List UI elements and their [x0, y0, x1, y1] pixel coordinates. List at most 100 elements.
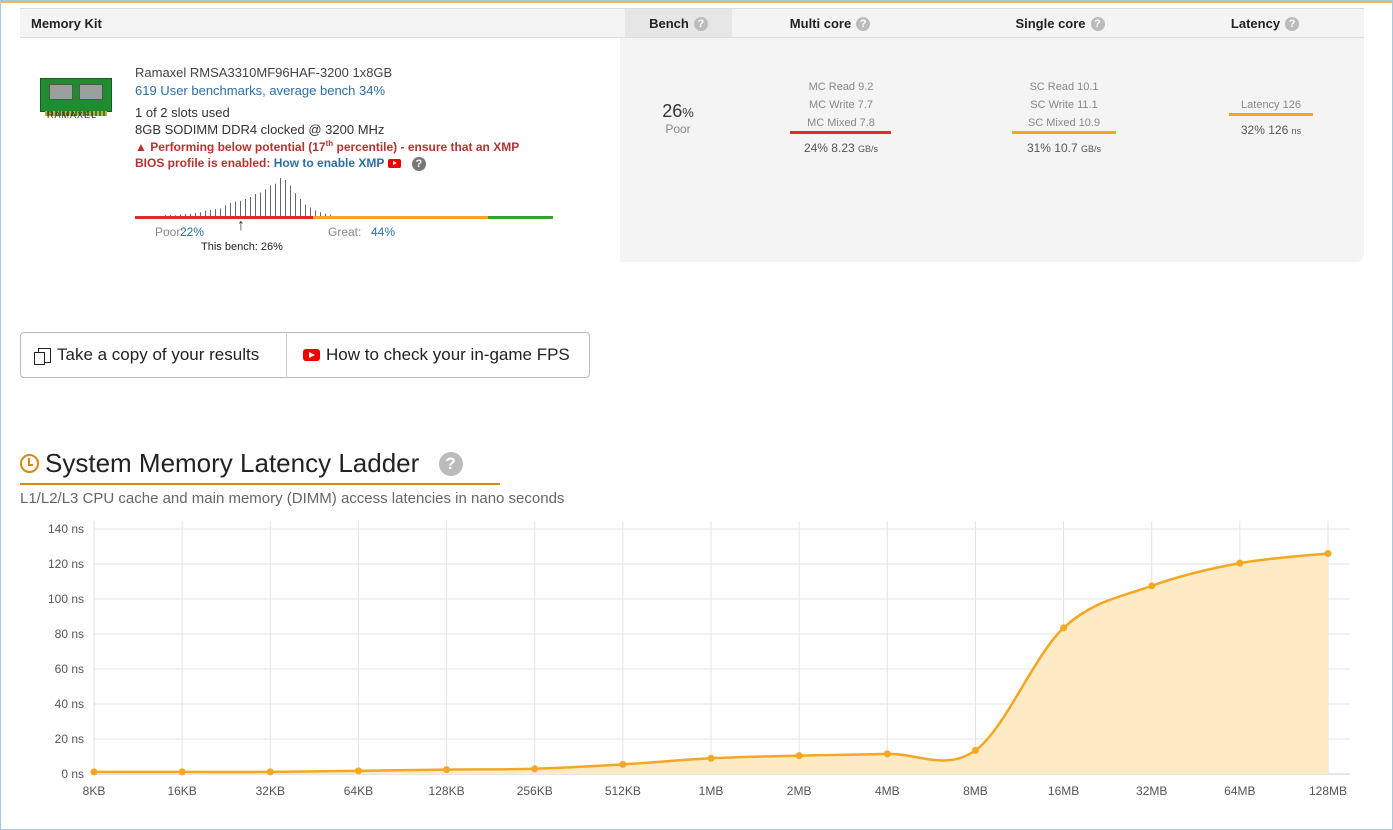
single-core-summary-unit: GB/s: [1081, 144, 1102, 154]
warning-text-b: percentile) - ensure that an XMP: [333, 140, 520, 154]
y-tick-label: 120 ns: [48, 557, 84, 571]
help-icon[interactable]: ?: [411, 157, 426, 171]
x-tick-label: 512KB: [605, 784, 641, 798]
latency-area-fill: [94, 553, 1328, 774]
copy-results-button[interactable]: Take a copy of your results: [20, 332, 288, 378]
data-point[interactable]: [1060, 624, 1068, 632]
x-tick-label: 32MB: [1136, 784, 1167, 798]
bench-score-value: 26: [662, 101, 683, 121]
latency-series-line: [94, 552, 1329, 774]
latency-summary: 32% 126 ns: [1206, 123, 1336, 137]
multi-core-summary-unit: GB/s: [858, 144, 879, 154]
latency-ladder-chart: 0 ns 20 ns 40 ns 60 ns 80 ns 100 ns 120 ns 140 …: [48, 521, 1350, 798]
y-tick-label: 100 ns: [48, 592, 84, 606]
header-multi-core-label: Multi core: [789, 16, 852, 31]
header-memory-kit[interactable]: Memory Kit: [31, 9, 102, 38]
data-point[interactable]: [971, 746, 979, 754]
data-point[interactable]: [707, 754, 715, 762]
youtube-icon[interactable]: [387, 159, 401, 169]
check-fps-button[interactable]: How to check your in-game FPS: [286, 332, 590, 378]
data-point[interactable]: [178, 768, 186, 776]
header-single-core-label: Single core: [1015, 16, 1086, 31]
latency-ladder-title: System Memory Latency Ladder ?: [20, 448, 463, 479]
mc-mixed: MC Mixed 7.8: [807, 117, 875, 129]
copy-results-label: Take a copy of your results: [57, 345, 260, 364]
single-core-summary-value: 31% 10.7: [1026, 141, 1078, 155]
help-icon[interactable]: ?: [693, 16, 708, 31]
data-point[interactable]: [266, 768, 274, 776]
help-icon[interactable]: ?: [1090, 16, 1105, 31]
header-multi-core[interactable]: Multi core ?: [760, 9, 900, 38]
header-bench[interactable]: Bench ?: [625, 9, 732, 38]
histogram-bar: [190, 213, 191, 216]
histogram-bar: [205, 210, 206, 216]
histogram-bar: [245, 198, 246, 216]
data-point[interactable]: [883, 750, 891, 758]
x-tick-label: 128MB: [1309, 784, 1347, 798]
kit-spec: 8GB SODIMM DDR4 clocked @ 3200 MHz: [135, 122, 385, 137]
warning-text-c: BIOS profile is enabled:: [135, 156, 271, 170]
latency-bar: [1229, 113, 1313, 116]
data-point[interactable]: [1324, 550, 1332, 557]
user-benchmarks-link[interactable]: 619 User benchmarks, average bench 34%: [135, 83, 386, 98]
data-point[interactable]: [90, 768, 98, 776]
data-point[interactable]: [531, 765, 539, 773]
histogram-bar: [270, 185, 271, 216]
this-bench-label: This bench: 26%: [201, 241, 283, 253]
single-core-bar: [1012, 131, 1116, 134]
x-tick-label: 64MB: [1224, 784, 1255, 798]
data-point[interactable]: [1148, 582, 1156, 590]
header-single-core[interactable]: Single core ?: [990, 9, 1130, 38]
data-point[interactable]: [619, 760, 627, 768]
sc-write: SC Write 11.1: [1030, 99, 1098, 111]
help-icon[interactable]: ?: [856, 16, 871, 31]
header-latency[interactable]: Latency ?: [1195, 9, 1335, 38]
help-icon[interactable]: ?: [438, 452, 463, 476]
top-accent-line: [0, 0, 1393, 3]
kit-panel: [20, 38, 620, 262]
x-tick-label: 8MB: [963, 784, 988, 798]
warning-text-a: Performing below potential (17: [150, 140, 326, 154]
kit-name: Ramaxel RMSA3310MF96HAF-3200 1x8GB: [135, 65, 393, 80]
x-tick-label: 32KB: [256, 784, 285, 798]
histogram-bar: [305, 204, 306, 216]
histogram-bar: [180, 214, 181, 216]
header-latency-label: Latency: [1230, 16, 1281, 31]
histogram-bar: [210, 209, 211, 216]
histogram-bar: [225, 205, 226, 216]
poor-value: 22%: [180, 225, 205, 239]
benchmark-distribution: [135, 178, 553, 219]
histogram-bar: [295, 193, 296, 216]
y-tick-label: 0 ns: [61, 767, 84, 781]
data-point[interactable]: [795, 752, 803, 760]
multi-core-stats: MC Read 9.2 MC Write 7.7 MC Mixed 7.8: [776, 78, 906, 132]
histogram-bar: [240, 200, 241, 216]
poor-range-bar: [135, 216, 313, 219]
header-separator: [20, 37, 1364, 38]
header-bench-label: Bench: [649, 16, 689, 31]
histogram-bar: [175, 215, 176, 216]
histogram-bar: [290, 185, 291, 216]
bench-rating: Poor: [665, 122, 691, 136]
single-core-summary: 31% 10.7 GB/s: [999, 141, 1129, 155]
great-range-bar: [488, 216, 553, 219]
sc-mixed: SC Mixed 10.9: [1027, 117, 1101, 129]
latency-summary-unit: ns: [1291, 126, 1302, 136]
help-icon[interactable]: ?: [1285, 16, 1300, 31]
histogram-bar: [235, 201, 236, 216]
latency-ladder-title-text: System Memory Latency Ladder: [45, 448, 420, 478]
x-tick-label: 2MB: [787, 784, 812, 798]
data-point[interactable]: [354, 767, 362, 775]
latency-ladder-subtitle: L1/L2/L3 CPU cache and main memory (DIMM…: [20, 490, 565, 507]
data-point[interactable]: [1236, 559, 1244, 567]
x-tick-label: 256KB: [517, 784, 553, 798]
bench-header-highlight: [625, 9, 732, 38]
enable-xmp-link[interactable]: How to enable XMP: [273, 156, 385, 170]
data-point[interactable]: [443, 766, 451, 774]
histogram-bar: [310, 207, 311, 216]
y-tick-label: 80 ns: [55, 627, 84, 641]
x-tick-label: 16KB: [167, 784, 196, 798]
single-core-stats: SC Read 10.1 SC Write 11.1 SC Mixed 10.9: [999, 78, 1129, 132]
latency-stats: Latency 126: [1206, 96, 1336, 114]
youtube-icon: [303, 349, 320, 361]
